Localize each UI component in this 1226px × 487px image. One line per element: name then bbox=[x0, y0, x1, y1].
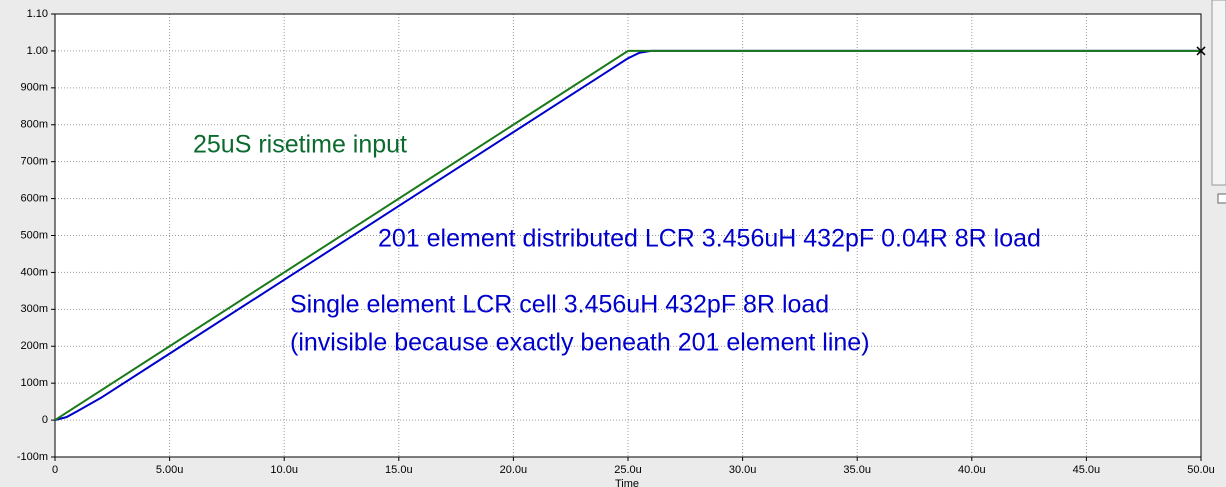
y-tick-label: 1.10 bbox=[27, 8, 48, 20]
x-tick-label: 20.0u bbox=[500, 464, 528, 476]
plot-frame bbox=[54, 13, 1202, 458]
x-tick-label: 0 bbox=[52, 464, 58, 476]
cursor-marker bbox=[1196, 46, 1206, 56]
annotation: (invisible because exactly beneath 201 e… bbox=[290, 329, 870, 357]
x-tick-label: 40.0u bbox=[958, 464, 986, 476]
x-tick-label: 25.0u bbox=[614, 464, 642, 476]
y-tick-label: 0 bbox=[42, 414, 48, 426]
x-tick-label: 10.0u bbox=[270, 464, 298, 476]
series-line bbox=[54, 49, 1201, 422]
y-tick-label: 100m bbox=[20, 377, 48, 389]
y-tick-label: 600m bbox=[20, 192, 48, 204]
x-axis-label: Time bbox=[615, 478, 639, 487]
x-tick-label: 15.0u bbox=[385, 464, 413, 476]
annotation: 201 element distributed LCR 3.456uH 432p… bbox=[378, 225, 1041, 253]
x-tick-label: 5.00u bbox=[156, 464, 184, 476]
cursor-panel bbox=[1211, 0, 1226, 186]
y-tick-label: 700m bbox=[20, 156, 48, 168]
y-tick-label: -100m bbox=[17, 451, 48, 463]
x-tick-label: 50.0u bbox=[1187, 464, 1215, 476]
annotation: 25uS risetime input bbox=[193, 131, 407, 159]
y-tick-label: 800m bbox=[20, 119, 48, 131]
annotation: Single element LCR cell 3.456uH 432pF 8R… bbox=[290, 291, 829, 319]
y-tick-label: 900m bbox=[20, 82, 48, 94]
x-tick-label: 45.0u bbox=[1073, 464, 1101, 476]
series-line bbox=[54, 49, 1201, 421]
y-tick-label: 1.00 bbox=[27, 45, 48, 57]
y-tick-label: 300m bbox=[20, 303, 48, 315]
y-tick-label: 400m bbox=[20, 266, 48, 278]
x-tick-label: 35.0u bbox=[843, 464, 871, 476]
checkbox[interactable] bbox=[1217, 193, 1226, 204]
y-tick-label: 200m bbox=[20, 340, 48, 352]
y-tick-label: 500m bbox=[20, 229, 48, 241]
x-tick-label: 30.0u bbox=[729, 464, 757, 476]
